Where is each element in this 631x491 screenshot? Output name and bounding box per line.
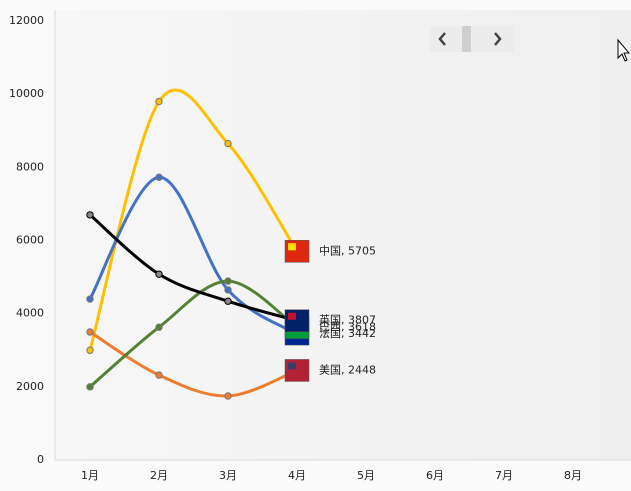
series-line xyxy=(89,279,298,388)
end-label: 英国, 3807 xyxy=(319,313,376,327)
value-label: 3618 xyxy=(348,321,376,334)
flag xyxy=(284,309,310,332)
marker xyxy=(224,297,232,305)
series-line xyxy=(88,175,298,336)
marker xyxy=(155,371,163,379)
marker xyxy=(155,323,163,331)
y-tick-label: 12000 xyxy=(9,14,44,27)
value-label: 3807 xyxy=(348,314,376,327)
y-tick-label: 8000 xyxy=(16,160,44,173)
y-tick-label: 10000 xyxy=(9,87,44,100)
next-button[interactable] xyxy=(494,32,502,46)
nav-control xyxy=(430,26,514,52)
slider-thumb[interactable] xyxy=(462,26,471,52)
x-tick-label: 1月 xyxy=(81,469,99,482)
flag xyxy=(284,359,310,382)
x-tick-label: 2月 xyxy=(150,469,168,482)
marker xyxy=(86,295,94,303)
x-tick-label: 3月 xyxy=(219,469,237,482)
x-tick-label: 7月 xyxy=(495,469,513,482)
end-label: 中国, 5705 xyxy=(319,244,376,257)
cursor xyxy=(617,38,631,62)
value-label: 2448 xyxy=(348,363,376,376)
plot-area xyxy=(55,10,631,460)
x-tick-label: 6月 xyxy=(426,469,444,482)
marker xyxy=(86,328,94,336)
series-line xyxy=(89,213,298,323)
marker xyxy=(224,286,232,294)
marker xyxy=(224,392,232,400)
prev-button[interactable] xyxy=(438,32,446,46)
marker xyxy=(224,277,232,285)
flag xyxy=(284,240,310,263)
separator: , xyxy=(341,244,348,257)
marker xyxy=(155,270,163,278)
marker xyxy=(155,97,163,106)
series-name: 英国 xyxy=(319,313,341,327)
series-name: 美国 xyxy=(319,363,341,376)
separator: , xyxy=(341,363,348,376)
flag-emblem xyxy=(288,362,296,370)
series-name: 中国 xyxy=(319,244,341,257)
y-tick-label: 4000 xyxy=(16,307,44,320)
marker xyxy=(224,139,232,148)
flag-emblem xyxy=(288,312,296,320)
y-tick-label: 0 xyxy=(37,453,44,466)
series-name: 巴西 xyxy=(319,321,341,334)
marker xyxy=(86,383,94,391)
marker xyxy=(86,346,94,354)
separator: , xyxy=(341,327,348,340)
x-tick-label: 4月 xyxy=(288,469,306,482)
series-line xyxy=(88,88,299,351)
end-label: 巴西, 3618 xyxy=(319,321,376,334)
value-label: 3442 xyxy=(348,327,376,340)
y-tick-label: 6000 xyxy=(16,234,44,247)
end-label: 法国, 3442 xyxy=(319,326,376,340)
y-tick-label: 2000 xyxy=(16,380,44,393)
separator: , xyxy=(341,314,348,327)
flag-emblem xyxy=(288,243,296,251)
x-tick-label: 5月 xyxy=(357,469,375,482)
series-name: 法国 xyxy=(319,326,341,340)
end-label: 美国, 2448 xyxy=(319,363,376,376)
marker xyxy=(155,173,163,181)
separator: , xyxy=(341,321,348,334)
series-line xyxy=(89,330,298,398)
x-tick-label: 8月 xyxy=(564,469,582,482)
value-label: 5705 xyxy=(348,244,376,257)
marker xyxy=(86,211,94,219)
